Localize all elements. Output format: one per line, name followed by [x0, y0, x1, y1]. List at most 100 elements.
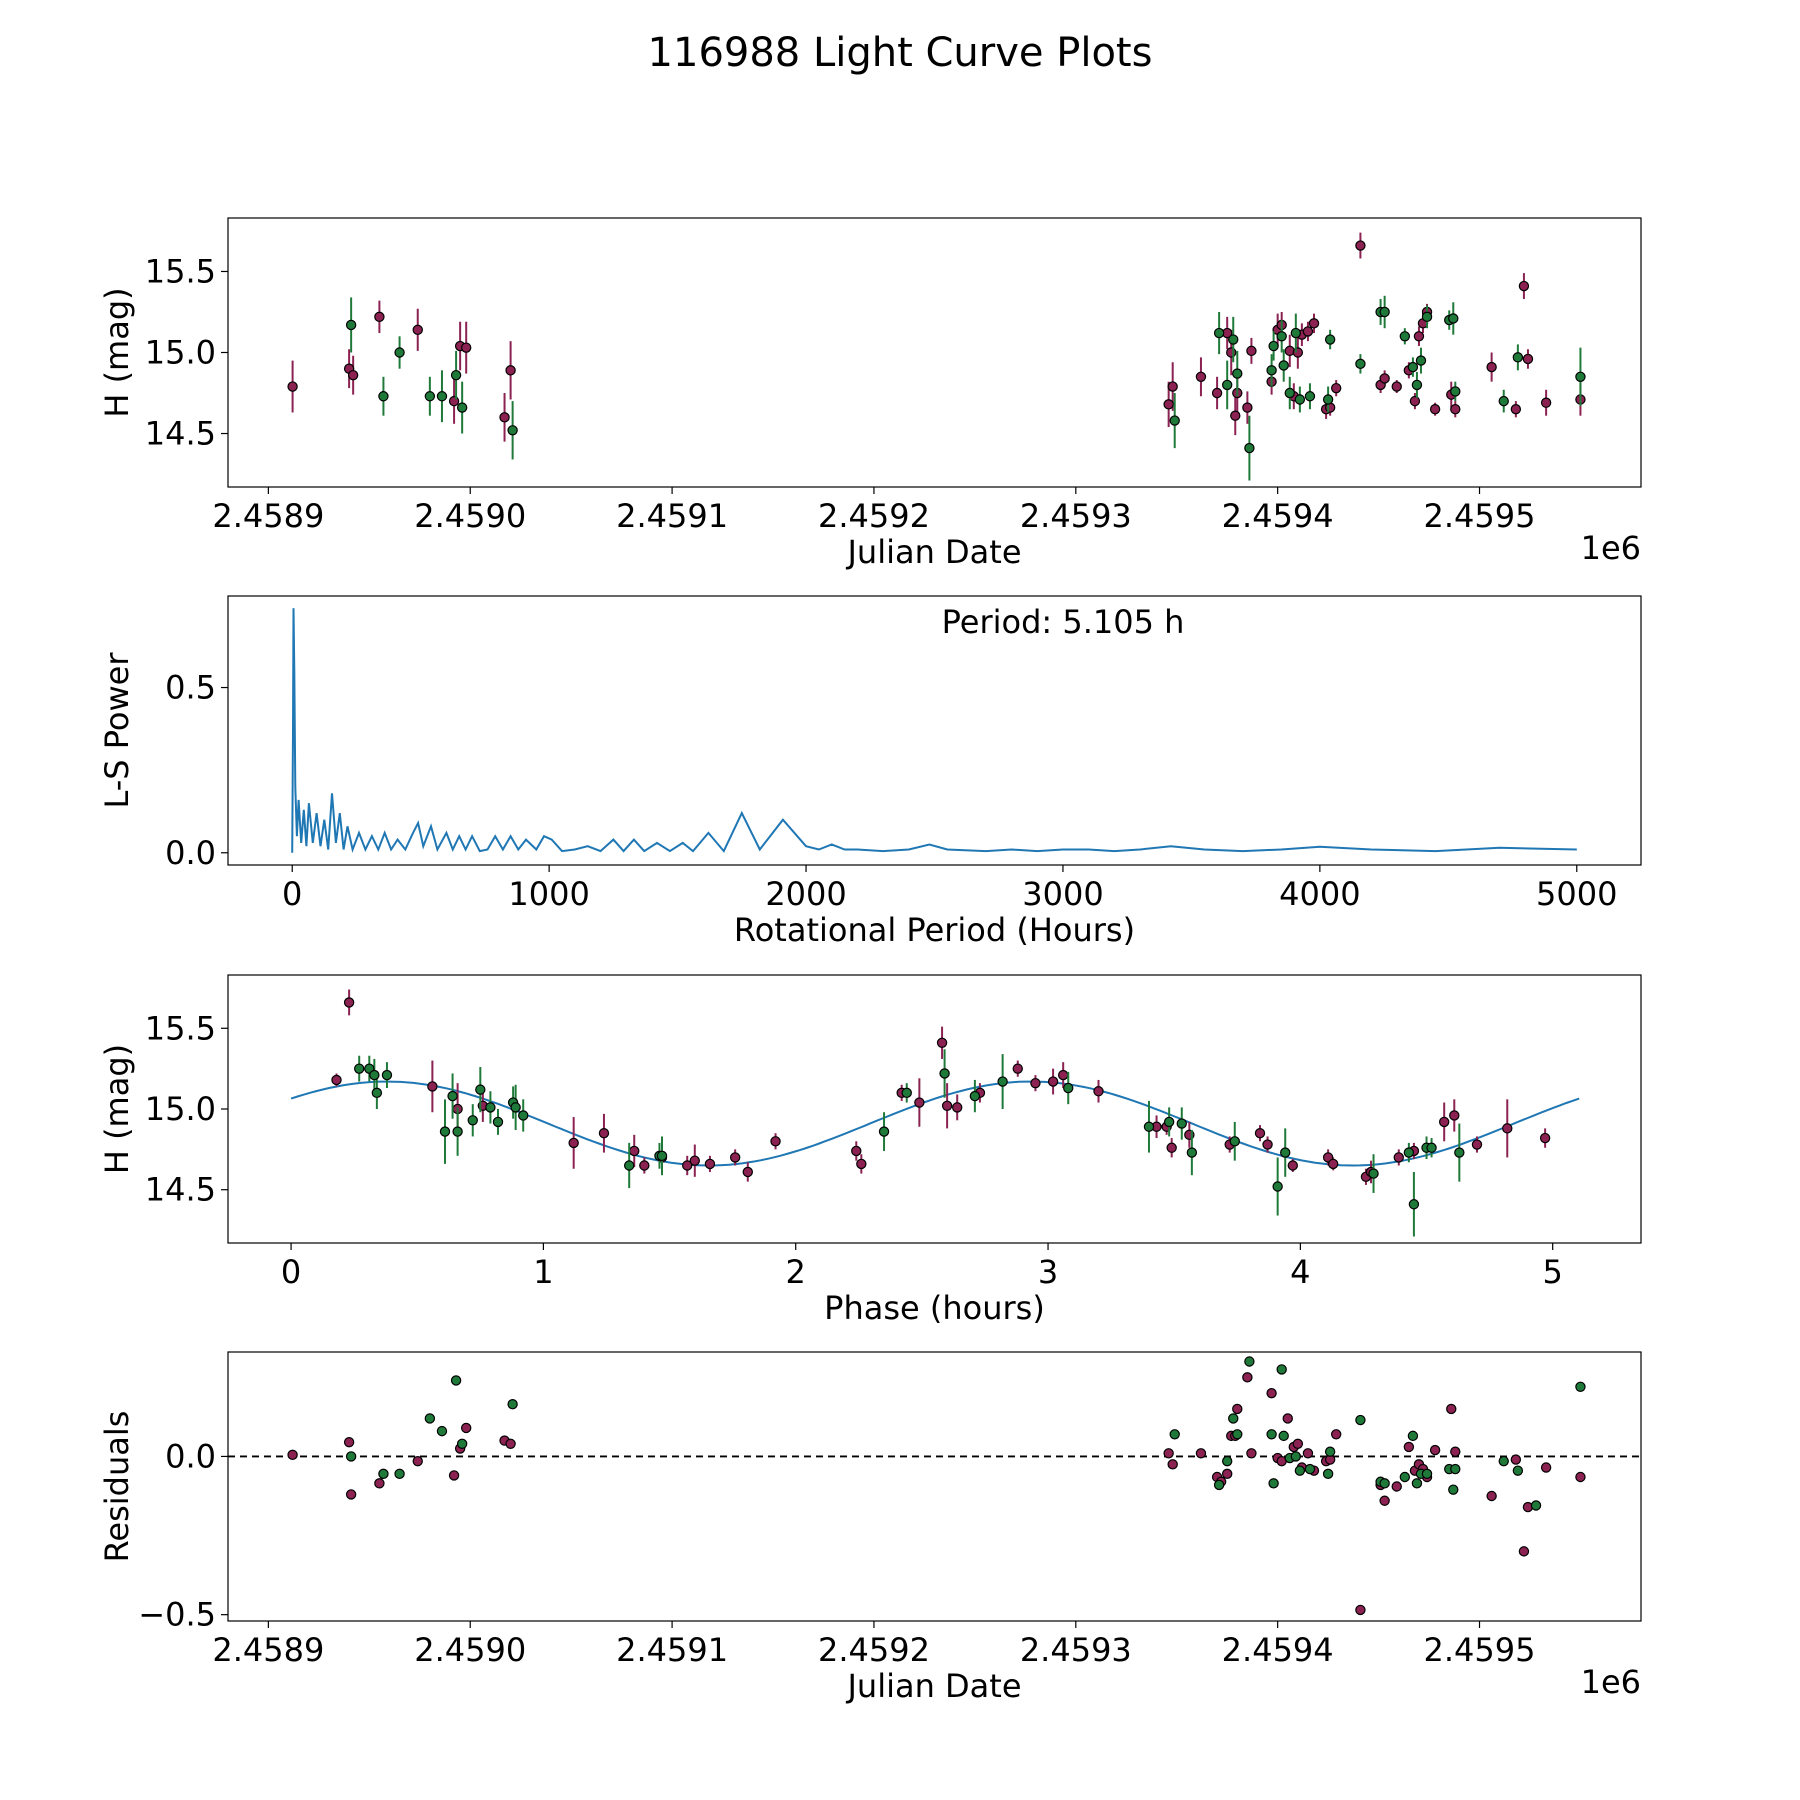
periodogram-xtick-label: 4000	[1279, 875, 1360, 913]
lightcurve-point	[1448, 313, 1459, 324]
phased-point	[856, 1158, 867, 1170]
lightcurve-point	[1399, 331, 1411, 342]
phased-point	[447, 1090, 458, 1102]
phased-xtick-label: 5	[1543, 1253, 1563, 1291]
phased-point	[354, 1063, 365, 1074]
phased-xtick-label: 2	[786, 1253, 806, 1291]
residuals-point	[1518, 1546, 1530, 1557]
phased-point	[1368, 1168, 1379, 1179]
residuals-xtick-label: 2.4592	[818, 1631, 930, 1669]
phased-point	[742, 1166, 753, 1178]
residuals-xlabel: Julian Date	[845, 1667, 1021, 1705]
residuals-point	[1450, 1463, 1461, 1475]
residuals-point	[1450, 1446, 1461, 1457]
phased-point	[623, 1160, 635, 1171]
residuals-point	[287, 1449, 298, 1461]
lightcurve-point	[345, 319, 357, 331]
lightcurve-point	[1244, 442, 1255, 454]
residuals-point	[1228, 1413, 1239, 1424]
lightcurve-point	[1411, 379, 1423, 391]
lightcurve-point	[1330, 382, 1342, 394]
lightcurve-xtick-label: 2.4589	[212, 497, 324, 535]
phased-point	[1186, 1147, 1198, 1158]
residuals-point	[1322, 1468, 1334, 1480]
phased-point	[1030, 1077, 1041, 1089]
residuals-point	[1379, 1495, 1390, 1506]
residuals-point	[1292, 1438, 1304, 1449]
lightcurve-point	[1232, 368, 1243, 379]
residuals-point	[343, 1436, 355, 1448]
residuals-xtick-label: 2.4595	[1424, 1631, 1536, 1669]
lightcurve-point	[1355, 358, 1366, 370]
residuals-point	[1510, 1454, 1522, 1465]
lightcurve-point	[1391, 381, 1402, 392]
residuals-point	[1391, 1481, 1402, 1492]
phased-frame	[227, 974, 1642, 1244]
residuals-point	[507, 1399, 518, 1410]
phased-point	[1262, 1139, 1273, 1150]
phased-point	[914, 1097, 925, 1108]
residuals-point	[1302, 1448, 1314, 1459]
lightcurve-point	[1518, 280, 1530, 292]
phased-point	[629, 1145, 640, 1157]
lightcurve-xtick-label: 2.4594	[1222, 497, 1334, 535]
lightcurve-offset-label: 1e6	[1581, 529, 1641, 567]
residuals-point	[1575, 1471, 1586, 1483]
phased-point	[331, 1074, 342, 1086]
residuals-point	[1232, 1403, 1243, 1415]
phased-point	[639, 1160, 650, 1171]
phased-plot-area	[290, 989, 1580, 1237]
residuals-point	[1276, 1364, 1287, 1375]
residuals-point	[1163, 1448, 1174, 1459]
residuals-point	[1575, 1381, 1586, 1393]
residuals-point	[1221, 1468, 1233, 1480]
phased-point	[704, 1158, 716, 1170]
phased-point	[1163, 1116, 1175, 1128]
lightcurve-point	[1421, 311, 1433, 323]
residuals-point	[1221, 1455, 1233, 1467]
lightcurve-xtick-label: 2.4591	[616, 497, 728, 535]
lightcurve-point	[378, 391, 389, 402]
phased-point	[1539, 1132, 1551, 1144]
phased-point	[343, 997, 355, 1008]
phased-point	[1403, 1147, 1415, 1158]
residuals-point	[345, 1489, 357, 1500]
phased-point	[1502, 1123, 1513, 1134]
lightcurve-point	[436, 391, 448, 402]
residuals-point	[1429, 1444, 1441, 1456]
lightcurve-point	[1575, 371, 1586, 383]
phased-point	[901, 1087, 912, 1099]
residuals-point	[1411, 1478, 1423, 1489]
lightcurve-point	[287, 381, 298, 392]
phased-point	[941, 1100, 953, 1111]
residuals-point	[1282, 1413, 1293, 1424]
lightcurve-point	[505, 365, 516, 376]
phased-point	[878, 1126, 890, 1137]
residuals-plot-area	[228, 1356, 1641, 1616]
phased-ytick-label: 15.0	[145, 1090, 216, 1128]
residuals-point	[394, 1468, 405, 1480]
residuals-xtick-label: 2.4589	[212, 1631, 324, 1669]
residuals-point	[1403, 1441, 1415, 1453]
residuals-point	[1213, 1479, 1225, 1491]
residuals-point	[1421, 1468, 1433, 1480]
phased-point	[1280, 1147, 1291, 1158]
panel-periodogram: 0 1000 2000 3000 4000 5000 0.0 0.5 Rotational Pe…	[98, 595, 1642, 949]
phased-point	[598, 1128, 610, 1139]
residuals-point	[1278, 1430, 1289, 1442]
residuals-xtick-label: 2.4593	[1020, 1631, 1132, 1669]
lightcurve-xlabel: Julian Date	[845, 533, 1021, 571]
lightcurve-point	[424, 391, 436, 402]
phased-point	[492, 1116, 504, 1128]
lightcurve-point	[1522, 353, 1534, 365]
lightcurve-point	[1266, 365, 1277, 376]
lightcurve-point	[1324, 334, 1336, 345]
lightcurve-xtick-label: 2.4593	[1020, 497, 1132, 535]
phased-point	[1063, 1082, 1074, 1094]
residuals-point	[1266, 1387, 1277, 1399]
phased-ylabel: H (mag)	[98, 1044, 136, 1174]
panel-lightcurve: 2.4589 2.4590 2.4591 2.4592 2.4593 2.4594 2.45…	[98, 217, 1642, 571]
phased-point	[518, 1110, 529, 1121]
residuals-point	[1266, 1429, 1277, 1440]
residuals-series-magenta	[287, 1372, 1586, 1616]
